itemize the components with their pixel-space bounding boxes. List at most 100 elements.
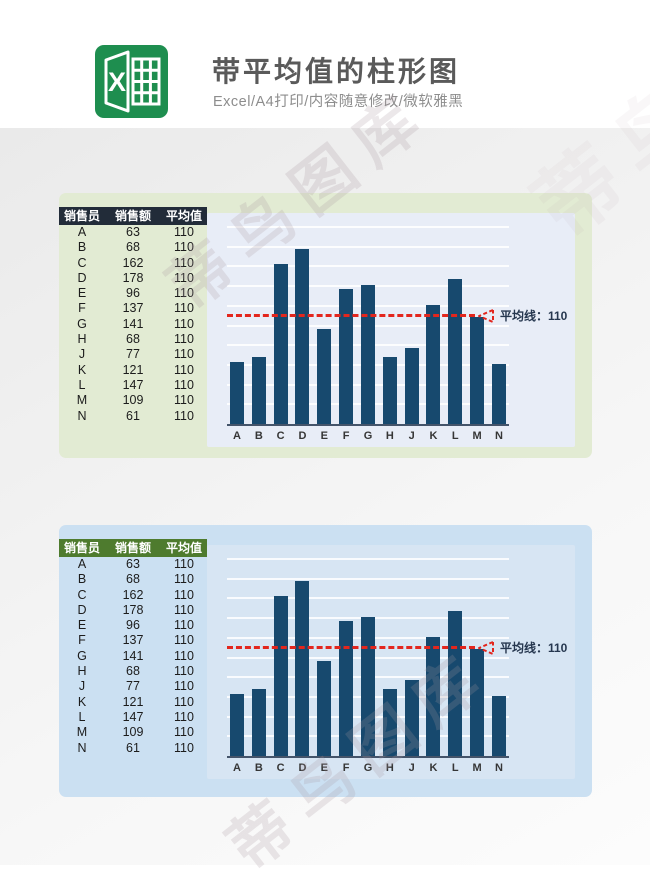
table-cell: F — [78, 633, 86, 648]
average-dashed-line — [227, 314, 475, 318]
x-axis-label: F — [342, 430, 350, 442]
table-cell: M — [76, 725, 88, 740]
bar — [317, 661, 332, 756]
table-cell: 110 — [174, 225, 194, 239]
table-cell: 178 — [122, 270, 144, 285]
table-row: F 137 110 — [59, 301, 207, 316]
table-row: J 77 110 — [59, 679, 207, 694]
table-cell: K — [77, 362, 87, 377]
plot-area — [227, 558, 509, 758]
table-cell: H — [77, 664, 87, 679]
table-cell: 109 — [122, 393, 144, 408]
table-row: L 147 110 — [59, 710, 207, 725]
table-cell: 121 — [122, 694, 144, 709]
bar — [230, 693, 244, 756]
table-cell: 110 — [174, 332, 194, 347]
bar — [404, 348, 419, 424]
table-cell: 110 — [174, 740, 194, 755]
table-row: E 96 110 — [59, 618, 207, 633]
average-line-annotation: 平均线：110 — [227, 640, 567, 655]
table-row: F 137 110 — [59, 633, 207, 648]
gridline — [227, 245, 509, 248]
gridline — [227, 226, 509, 228]
bar — [273, 596, 288, 756]
table-cell: H — [77, 332, 87, 347]
table-cell: 77 — [126, 347, 140, 362]
table-cell: L — [78, 377, 86, 392]
table-cell: J — [78, 679, 86, 694]
bar — [360, 285, 375, 424]
bar — [470, 316, 485, 424]
bar — [448, 611, 463, 756]
x-axis-label: G — [363, 430, 373, 442]
average-dashed-line — [227, 646, 475, 650]
table-row: B 68 110 — [59, 240, 207, 255]
sales-data-table: 销售员 销售额 平均值 A 63 110 B 68 110 C 162 110 D 178 110 E 96 1… — [59, 539, 207, 756]
bar — [426, 304, 441, 424]
excel-logo-icon: X — [95, 45, 168, 118]
table-row: K 121 110 — [59, 695, 207, 710]
bar — [251, 689, 266, 756]
table-cell: 110 — [174, 633, 194, 648]
table-header-cell: 平均值 — [165, 541, 202, 555]
plot-area — [227, 226, 509, 426]
x-axis-label: N — [494, 762, 503, 774]
table-row: H 68 110 — [59, 664, 207, 679]
x-axis-label: M — [472, 430, 482, 442]
table-cell: 110 — [174, 679, 194, 694]
table-cell: 110 — [174, 572, 194, 587]
average-arrow-icon — [478, 308, 494, 323]
table-row: G 141 110 — [59, 649, 207, 664]
table-row: D 178 110 — [59, 271, 207, 286]
x-axis-label: A — [233, 762, 241, 774]
table-cell: 110 — [174, 286, 194, 301]
table-cell: 109 — [122, 725, 144, 740]
panel-blue-theme: 销售员 销售额 平均值 A 63 110 B 68 110 C 162 110 D 178 110 E 96 1… — [59, 525, 592, 797]
gridline — [227, 597, 509, 600]
table-cell: 110 — [174, 587, 194, 602]
table-cell: 178 — [122, 602, 144, 617]
table-cell: 137 — [122, 301, 144, 316]
table-cell: B — [77, 572, 87, 587]
table-cell: G — [77, 316, 87, 331]
x-axis-label: H — [385, 762, 394, 774]
x-axis-label: C — [276, 762, 285, 774]
table-cell: J — [78, 347, 86, 362]
table-row: C 162 110 — [59, 256, 207, 271]
table-cell: 61 — [126, 408, 140, 423]
x-axis-label: F — [342, 762, 350, 774]
table-cell: N — [77, 740, 87, 755]
bar — [382, 689, 397, 756]
table-header-cell: 销售额 — [114, 209, 151, 223]
bar — [382, 357, 397, 424]
table-cell: 110 — [174, 270, 194, 285]
table-cell: E — [77, 286, 87, 301]
bar — [491, 363, 506, 424]
bar — [360, 617, 375, 756]
table-cell: 162 — [122, 587, 144, 602]
x-axis-label: J — [408, 762, 415, 774]
table-row: N 61 110 — [59, 409, 207, 424]
table-row: M 109 110 — [59, 393, 207, 408]
x-axis-label: H — [385, 430, 394, 442]
page-subtitle: Excel/A4打印/内容随意修改/微软雅黑 — [213, 94, 464, 110]
x-axis-label: E — [320, 762, 328, 774]
average-line-annotation: 平均线：110 — [227, 308, 567, 323]
gridline — [227, 577, 509, 580]
table-cell: 110 — [174, 557, 194, 571]
sales-data-table: 销售员 销售额 平均值 A 63 110 B 68 110 C 162 110 D 178 110 E 96 1… — [59, 207, 207, 424]
table-cell: 141 — [122, 648, 144, 663]
table-cell: C — [77, 587, 87, 602]
table-cell: 110 — [174, 408, 194, 423]
table-cell: F — [78, 301, 86, 316]
bar — [491, 695, 506, 756]
x-axis-label: B — [254, 762, 263, 774]
bar — [251, 357, 266, 424]
table-cell: 141 — [122, 316, 144, 331]
table-cell: 137 — [122, 633, 144, 648]
bar — [339, 289, 354, 424]
table-cell: 110 — [174, 648, 194, 663]
table-cell: K — [77, 694, 87, 709]
